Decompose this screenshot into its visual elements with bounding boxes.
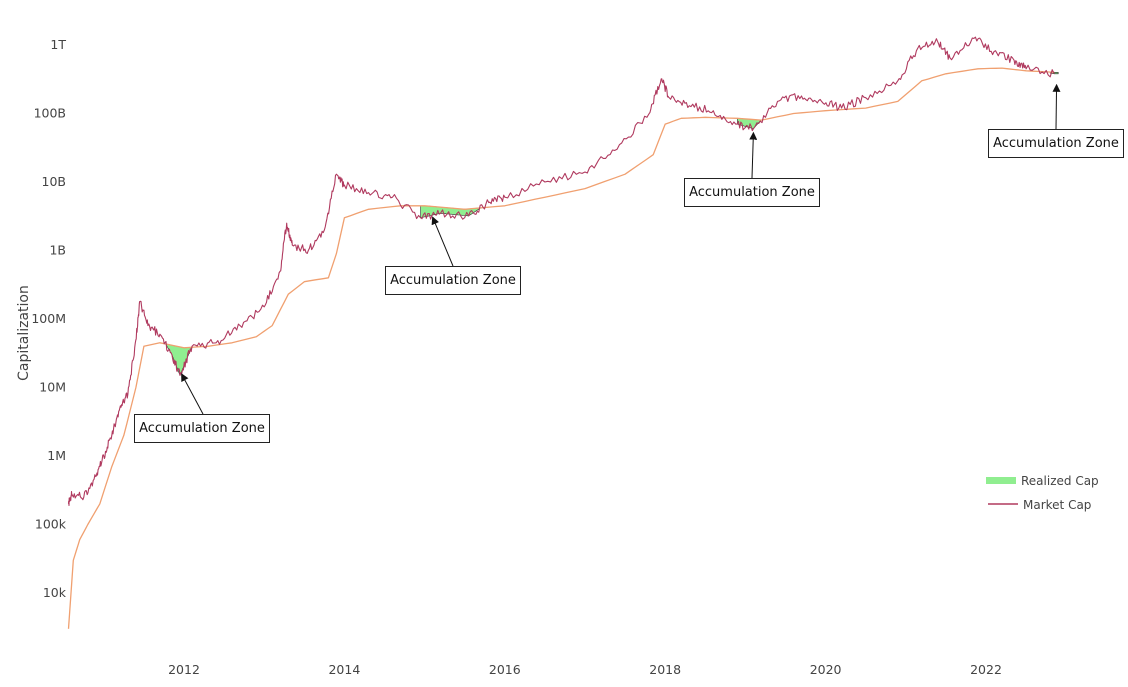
legend-label-realized-cap: Realized Cap [1021, 474, 1099, 488]
y-tick-label: 1M [47, 448, 66, 463]
y-tick-label: 10B [42, 174, 66, 189]
annotation-arrow [431, 216, 454, 267]
annotation-box: Accumulation Zone [988, 129, 1124, 158]
x-tick-label: 2012 [168, 662, 200, 677]
y-tick-label: 1T [50, 37, 66, 52]
y-tick-label: 1B [49, 243, 66, 258]
y-tick-label: 100M [31, 311, 66, 326]
x-tick-label: 2022 [970, 662, 1002, 677]
market-cap-line [67, 36, 1055, 507]
y-axis-title: Capitalization [16, 285, 32, 381]
y-tick-label: 100B [34, 106, 66, 121]
series-lines [67, 36, 1055, 629]
annotation-arrow [749, 131, 758, 179]
annotation-arrow [1052, 83, 1061, 130]
y-axis-ticks: 10k 100k 1M 10M 100M 1B 10B 100B 1T [31, 37, 66, 600]
legend-label-market-cap: Market Cap [1023, 498, 1091, 512]
x-axis-ticks: 2012 2014 2016 2018 2020 2022 [168, 662, 1002, 677]
x-tick-label: 2020 [810, 662, 842, 677]
annotation-box: Accumulation Zone [134, 414, 270, 443]
annotation-arrow [181, 373, 204, 415]
annotation-box: Accumulation Zone [385, 266, 521, 295]
annotation-arrows [181, 83, 1061, 415]
y-tick-label: 100k [35, 517, 67, 532]
y-tick-label: 10M [39, 380, 66, 395]
legend: Realized Cap Market Cap [986, 474, 1099, 512]
accumulation-zone-fills [159, 71, 1059, 376]
y-tick-label: 10k [43, 585, 67, 600]
realized-cap-line [67, 67, 1055, 629]
x-tick-label: 2014 [328, 662, 360, 677]
x-tick-label: 2016 [489, 662, 521, 677]
x-tick-label: 2018 [649, 662, 681, 677]
legend-swatch-realized-cap [986, 477, 1016, 484]
annotation-box: Accumulation Zone [684, 178, 820, 207]
